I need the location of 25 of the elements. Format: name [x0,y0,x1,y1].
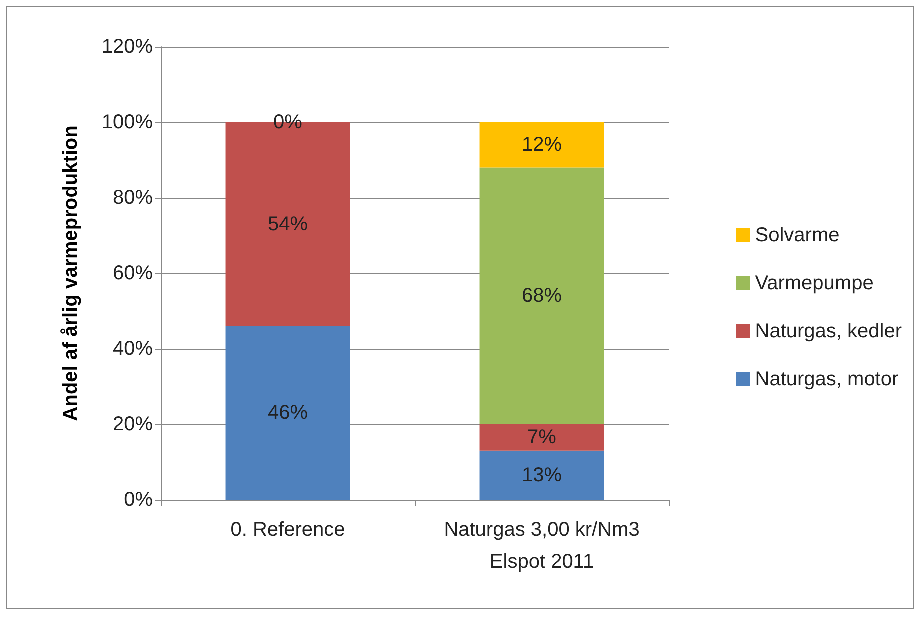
y-axis-title: Andel af årlig varmeproduktion [60,126,82,422]
data-label: 46% [268,402,308,424]
data-label: 13% [522,464,562,486]
y-tick-label: 100% [102,112,154,134]
y-tick-label: 80% [112,187,154,209]
x-tick-label: Naturgas 3,00 kr/Nm3 Elspot 2011 [444,519,640,573]
x-tick-label: 0. Reference [230,519,346,541]
y-tick-label: 20% [112,414,154,436]
data-label: 68% [522,285,562,308]
legend-label: Varmepumpe [755,272,874,294]
y-tick-label: 60% [112,262,154,284]
bar [480,168,604,424]
legend-label: Solvarme [755,224,840,246]
data-label: 12% [522,134,562,156]
y-tick-label: 0% [124,489,154,511]
legend-label: Naturgas, kedler [755,320,902,342]
bar [226,326,350,500]
y-tick-label: 120% [102,36,154,58]
bar [480,122,604,168]
legend-label: Naturgas, motor [755,368,899,390]
data-label: 7% [528,426,557,449]
bar [480,450,604,500]
y-tick-label: 40% [112,338,154,360]
data-label: 54% [268,213,308,236]
bar [480,424,604,451]
